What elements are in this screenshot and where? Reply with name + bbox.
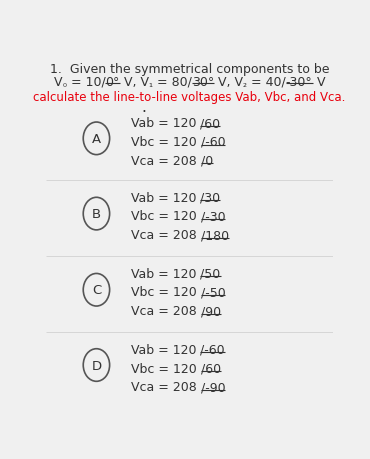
Text: V, V: V, V [120, 76, 149, 89]
Text: /-30: /-30 [201, 210, 225, 223]
Text: V, V: V, V [214, 76, 243, 89]
Text: ₀: ₀ [63, 79, 67, 89]
Text: D: D [91, 359, 101, 372]
Text: ·: · [141, 105, 146, 120]
Text: /60: /60 [201, 362, 221, 375]
Text: Vca = 208: Vca = 208 [131, 154, 201, 168]
Text: Vab = 120: Vab = 120 [131, 117, 200, 130]
Text: = 40/: = 40/ [247, 76, 286, 89]
Text: /30: /30 [200, 191, 221, 204]
Text: /50: /50 [200, 267, 221, 280]
Text: /0: /0 [201, 154, 213, 168]
Text: /-50: /-50 [201, 286, 225, 299]
Text: Vca = 208: Vca = 208 [131, 381, 201, 393]
Text: ₁: ₁ [149, 79, 153, 89]
Text: Vab = 120: Vab = 120 [131, 191, 200, 204]
Text: = 80/: = 80/ [153, 76, 192, 89]
Text: /180: /180 [201, 229, 229, 241]
Text: Vbc = 120: Vbc = 120 [131, 362, 201, 375]
Text: 0°: 0° [105, 76, 120, 89]
Text: /-60: /-60 [200, 343, 225, 356]
Text: Vbc = 120: Vbc = 120 [131, 136, 201, 149]
Text: A: A [92, 133, 101, 146]
Text: Vab = 120: Vab = 120 [131, 267, 200, 280]
Text: 30°: 30° [192, 76, 214, 89]
Text: Vca = 208: Vca = 208 [131, 229, 201, 241]
Text: Vbc = 120: Vbc = 120 [131, 286, 201, 299]
Text: 1.  Given the symmetrical components to be: 1. Given the symmetrical components to b… [50, 63, 329, 76]
Text: V: V [54, 76, 63, 89]
Text: = 10/: = 10/ [67, 76, 105, 89]
Text: /90: /90 [201, 305, 221, 318]
Text: -30°: -30° [286, 76, 313, 89]
Text: Vab = 120: Vab = 120 [131, 343, 200, 356]
Text: V: V [313, 76, 325, 89]
Text: Vbc = 120: Vbc = 120 [131, 210, 201, 223]
Text: Vca = 208: Vca = 208 [131, 305, 201, 318]
Text: /60: /60 [200, 117, 221, 130]
Text: /-90: /-90 [201, 381, 225, 393]
Text: B: B [92, 207, 101, 221]
Text: ₂: ₂ [243, 79, 247, 89]
Text: /-60: /-60 [201, 136, 225, 149]
Text: calculate the line-to-line voltages Vab, Vbc, and Vca.: calculate the line-to-line voltages Vab,… [33, 90, 346, 103]
Text: C: C [92, 284, 101, 297]
